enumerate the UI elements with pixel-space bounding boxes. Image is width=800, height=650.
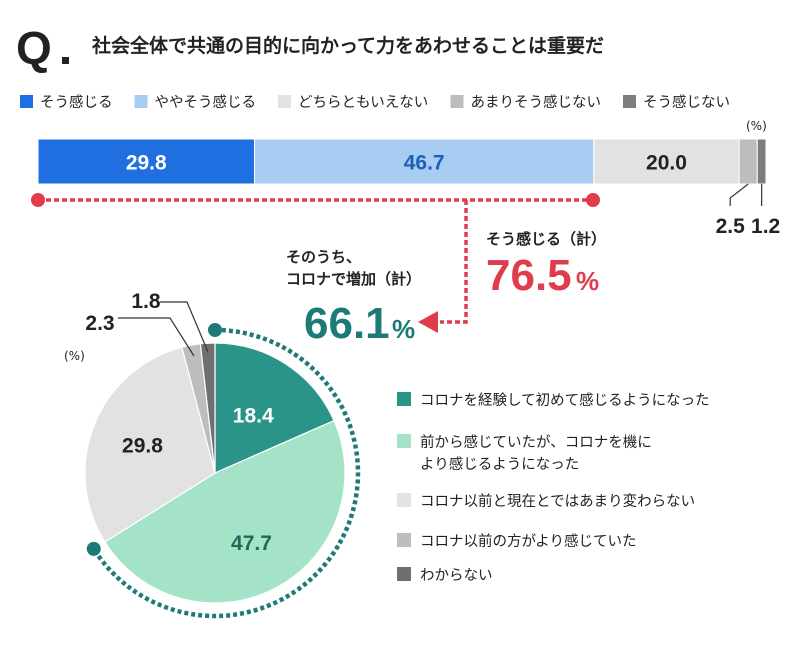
- bar-value-label-1: 29.8: [126, 152, 167, 175]
- bar-legend-label-5: そう感じない: [643, 94, 730, 111]
- bracket-right-dot: [586, 193, 600, 207]
- pie-legend-label-2-line-1: 前から感じていたが、コロナを機に: [420, 434, 652, 451]
- total-bracket: [31, 193, 600, 333]
- pie-value-label-1: 18.4: [233, 404, 274, 427]
- pie-legend: コロナを経験して初めて感じるようになった前から感じていたが、コロナを機により感じ…: [397, 392, 710, 584]
- bar-leader-line-4: [729, 183, 749, 206]
- bar-legend-label-2: ややそう感じる: [155, 94, 257, 111]
- bar-segment-3: [593, 138, 740, 185]
- bar-legend: そう感じる ややそう感じる どちらともいえない あまりそう感じない そう感じない: [20, 94, 730, 111]
- bar-legend-label-3: どちらともいえない: [298, 94, 428, 111]
- subtotal-arc: [91, 327, 361, 619]
- subtotal-caption-line-1: そのうち、: [286, 248, 361, 266]
- pie-legend-swatch-3: [397, 493, 411, 507]
- pie-legend-label-3: コロナ以前と現在とではあまり変わらない: [420, 493, 695, 510]
- question-text: 社会全体で共通の目的に向かって力をあわせることは重要だ: [91, 34, 604, 57]
- pie-value-label-2: 47.7: [231, 532, 272, 555]
- bar-legend-swatch-3: [278, 95, 291, 108]
- total-unit: %: [576, 266, 599, 296]
- leader-line-1-8: [160, 301, 209, 353]
- pie-legend-label-2-line-2: より感じるようになった: [420, 456, 579, 473]
- pie-slice-3: [84, 346, 216, 543]
- bar-segment-2: [254, 138, 595, 185]
- pie-value-label-5: 1.8: [131, 290, 161, 313]
- stacked-bar: [37, 138, 767, 185]
- bracket-arrowhead: [418, 311, 438, 333]
- bar-legend-label-1: そう感じる: [40, 94, 113, 111]
- q-dot: [62, 57, 69, 64]
- leader-line-2-3: [118, 317, 195, 357]
- pie-legend-swatch-2: [397, 434, 411, 448]
- bar-legend-swatch-1: [20, 95, 33, 108]
- pie-legend-label-5: わからない: [420, 567, 493, 584]
- bar-legend-swatch-4: [450, 95, 464, 108]
- pie-value-labels: 18.4 47.7 29.8 2.3 1.8: [85, 290, 274, 555]
- pie-legend-label-4: コロナ以前の方がより感じていた: [420, 533, 636, 550]
- pie-chart: [84, 342, 346, 604]
- bar-value-label-5: 1.2: [751, 215, 780, 238]
- pie-legend-swatch-5: [397, 567, 411, 581]
- pie-slice-2: [103, 419, 346, 604]
- pie-value-label-4: 2.3: [85, 312, 114, 335]
- pie-value-label-3: 29.8: [122, 434, 163, 457]
- pie-slice-5: [199, 342, 216, 474]
- bar-value-label-2: 46.7: [404, 152, 445, 175]
- subtotal-value: 66.1: [304, 299, 390, 348]
- pie-legend-swatch-4: [397, 533, 411, 547]
- pie-legend-label-1: コロナを経験して初めて感じるようになった: [420, 392, 710, 409]
- subtotal-unit: %: [392, 314, 415, 344]
- total-caption: そう感じる（計）: [486, 230, 606, 248]
- bar-legend-swatch-2: [134, 95, 148, 108]
- pie-unit-label: (%): [64, 349, 85, 363]
- bar-value-label-3: 20.0: [646, 152, 687, 175]
- bar-legend-swatch-5: [623, 95, 636, 108]
- q-label: Q: [16, 22, 52, 74]
- bar-segment-1: [37, 138, 256, 185]
- pie-legend-swatch-1: [397, 392, 411, 406]
- bar-value-label-4: 2.5: [716, 215, 746, 238]
- bar-segment-5: [756, 138, 767, 185]
- pie-slice-1: [214, 342, 335, 474]
- arc-start-dot: [208, 323, 222, 337]
- bar-unit-label: (%): [746, 119, 767, 133]
- bracket-left-dot: [31, 193, 45, 207]
- bar-value-labels: 29.8 46.7 20.0 2.5 1.2: [126, 152, 780, 239]
- arc-end-dot: [86, 541, 101, 556]
- bar-legend-label-4: あまりそう感じない: [471, 94, 602, 111]
- subtotal-caption-line-2: コロナで増加（計）: [286, 270, 421, 288]
- bar-segment-4: [738, 138, 758, 185]
- bracket-drop-line: [440, 200, 468, 324]
- total-value: 76.5: [486, 251, 572, 300]
